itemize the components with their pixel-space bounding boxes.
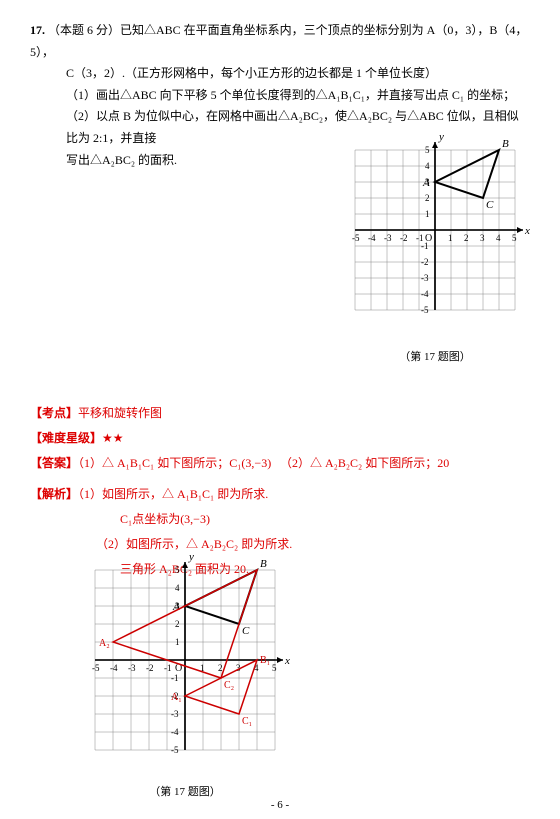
jx2: C₁点坐标为(3,−3) [30, 510, 530, 527]
svg-text:3: 3 [480, 233, 485, 243]
figure-2: xy-5-4-3-2-1O1234512345-1-2-3-4-5ABCA₁B₁… [80, 550, 290, 799]
nd-row: 【难度星级】★★ [30, 429, 530, 446]
svg-text:y: y [188, 551, 194, 563]
kd-label: 【考点】 [30, 406, 78, 420]
svg-text:y: y [438, 131, 444, 143]
svg-text:x: x [284, 655, 290, 667]
svg-text:1: 1 [425, 209, 430, 219]
nd-val: ★★ [102, 431, 124, 445]
svg-text:-1: -1 [171, 673, 179, 683]
ans-label: 【答案】 [30, 456, 78, 470]
svg-text:1: 1 [448, 233, 453, 243]
svg-text:-5: -5 [92, 663, 100, 673]
jx-label: 【解析】 [30, 487, 78, 501]
ans2: （2）△ A₂B₂C₂ 如下图所示；20 [280, 454, 530, 471]
svg-text:-3: -3 [171, 709, 179, 719]
svg-text:-3: -3 [128, 663, 136, 673]
svg-text:x: x [524, 225, 530, 237]
q-num: 17. [30, 23, 45, 37]
svg-text:-3: -3 [421, 273, 429, 283]
q-line1: （本题 6 分）已知△ABC 在平面直角坐标系内，三个顶点的坐标分别为 A（0，… [30, 23, 527, 59]
svg-text:1: 1 [175, 637, 180, 647]
svg-text:B₁: B₁ [260, 655, 270, 666]
svg-text:-3: -3 [384, 233, 392, 243]
svg-text:B: B [260, 558, 267, 570]
nd-label: 【难度星级】 [30, 431, 102, 445]
svg-text:A₂: A₂ [99, 638, 110, 649]
jx-row: 【解析】（1）如图所示，△ A₁B₁C₁ 即为所求. [30, 485, 530, 502]
svg-text:-1: -1 [421, 241, 429, 251]
svg-text:-5: -5 [421, 305, 429, 315]
q-line3: （1）画出△ABC 向下平移 5 个单位长度得到的△A₁B₁C₁，并直接写出点 … [30, 85, 530, 107]
svg-text:-4: -4 [110, 663, 118, 673]
svg-text:C₁: C₁ [242, 716, 252, 727]
svg-text:-5: -5 [171, 745, 179, 755]
kd-val: 平移和旋转作图 [78, 406, 162, 420]
fig2-caption: （第 17 题图） [80, 783, 290, 799]
svg-text:-4: -4 [171, 727, 179, 737]
figure-1: xy-5-4-3-2-1O1234512345-1-2-3-4-5ABC （第 … [340, 130, 530, 364]
grid-chart-2: xy-5-4-3-2-1O1234512345-1-2-3-4-5ABCA₁B₁… [80, 550, 290, 775]
page-footer: - 6 - [0, 799, 560, 811]
svg-text:4: 4 [425, 161, 430, 171]
svg-text:5: 5 [425, 145, 430, 155]
svg-text:5: 5 [175, 565, 180, 575]
svg-text:C: C [486, 199, 494, 211]
svg-text:4: 4 [175, 583, 180, 593]
svg-text:2: 2 [464, 233, 469, 243]
svg-text:A: A [422, 177, 430, 189]
svg-text:C₂: C₂ [224, 680, 234, 691]
jx1: （1）如图所示，△ A₁B₁C₁ 即为所求. [78, 487, 268, 501]
q-line2: C（3，2）.（正方形网格中，每个小正方形的边长都是 1 个单位长度） [30, 63, 530, 85]
ans1: （1）△ A₁B₁C₁ 如下图所示；C₁(3,−3) [78, 456, 271, 470]
svg-text:B: B [502, 138, 509, 150]
svg-text:-4: -4 [368, 233, 376, 243]
svg-text:2: 2 [175, 619, 180, 629]
svg-text:2: 2 [218, 663, 223, 673]
kd-row: 【考点】平移和旋转作图 [30, 404, 530, 421]
fig1-caption: （第 17 题图） [340, 348, 530, 364]
svg-text:-2: -2 [146, 663, 154, 673]
svg-text:5: 5 [512, 233, 517, 243]
svg-text:-2: -2 [421, 257, 429, 267]
svg-text:2: 2 [425, 193, 430, 203]
grid-chart-1: xy-5-4-3-2-1O1234512345-1-2-3-4-5ABC [340, 130, 530, 340]
svg-text:5: 5 [272, 663, 277, 673]
svg-text:-4: -4 [421, 289, 429, 299]
svg-text:4: 4 [496, 233, 501, 243]
ans-row: 【答案】（1）△ A₁B₁C₁ 如下图所示；C₁(3,−3) （2）△ A₂B₂… [30, 454, 530, 471]
svg-text:-5: -5 [352, 233, 360, 243]
svg-text:-2: -2 [400, 233, 408, 243]
svg-text:-1: -1 [164, 663, 172, 673]
svg-text:C: C [242, 625, 250, 637]
svg-text:A₁: A₁ [171, 692, 182, 703]
